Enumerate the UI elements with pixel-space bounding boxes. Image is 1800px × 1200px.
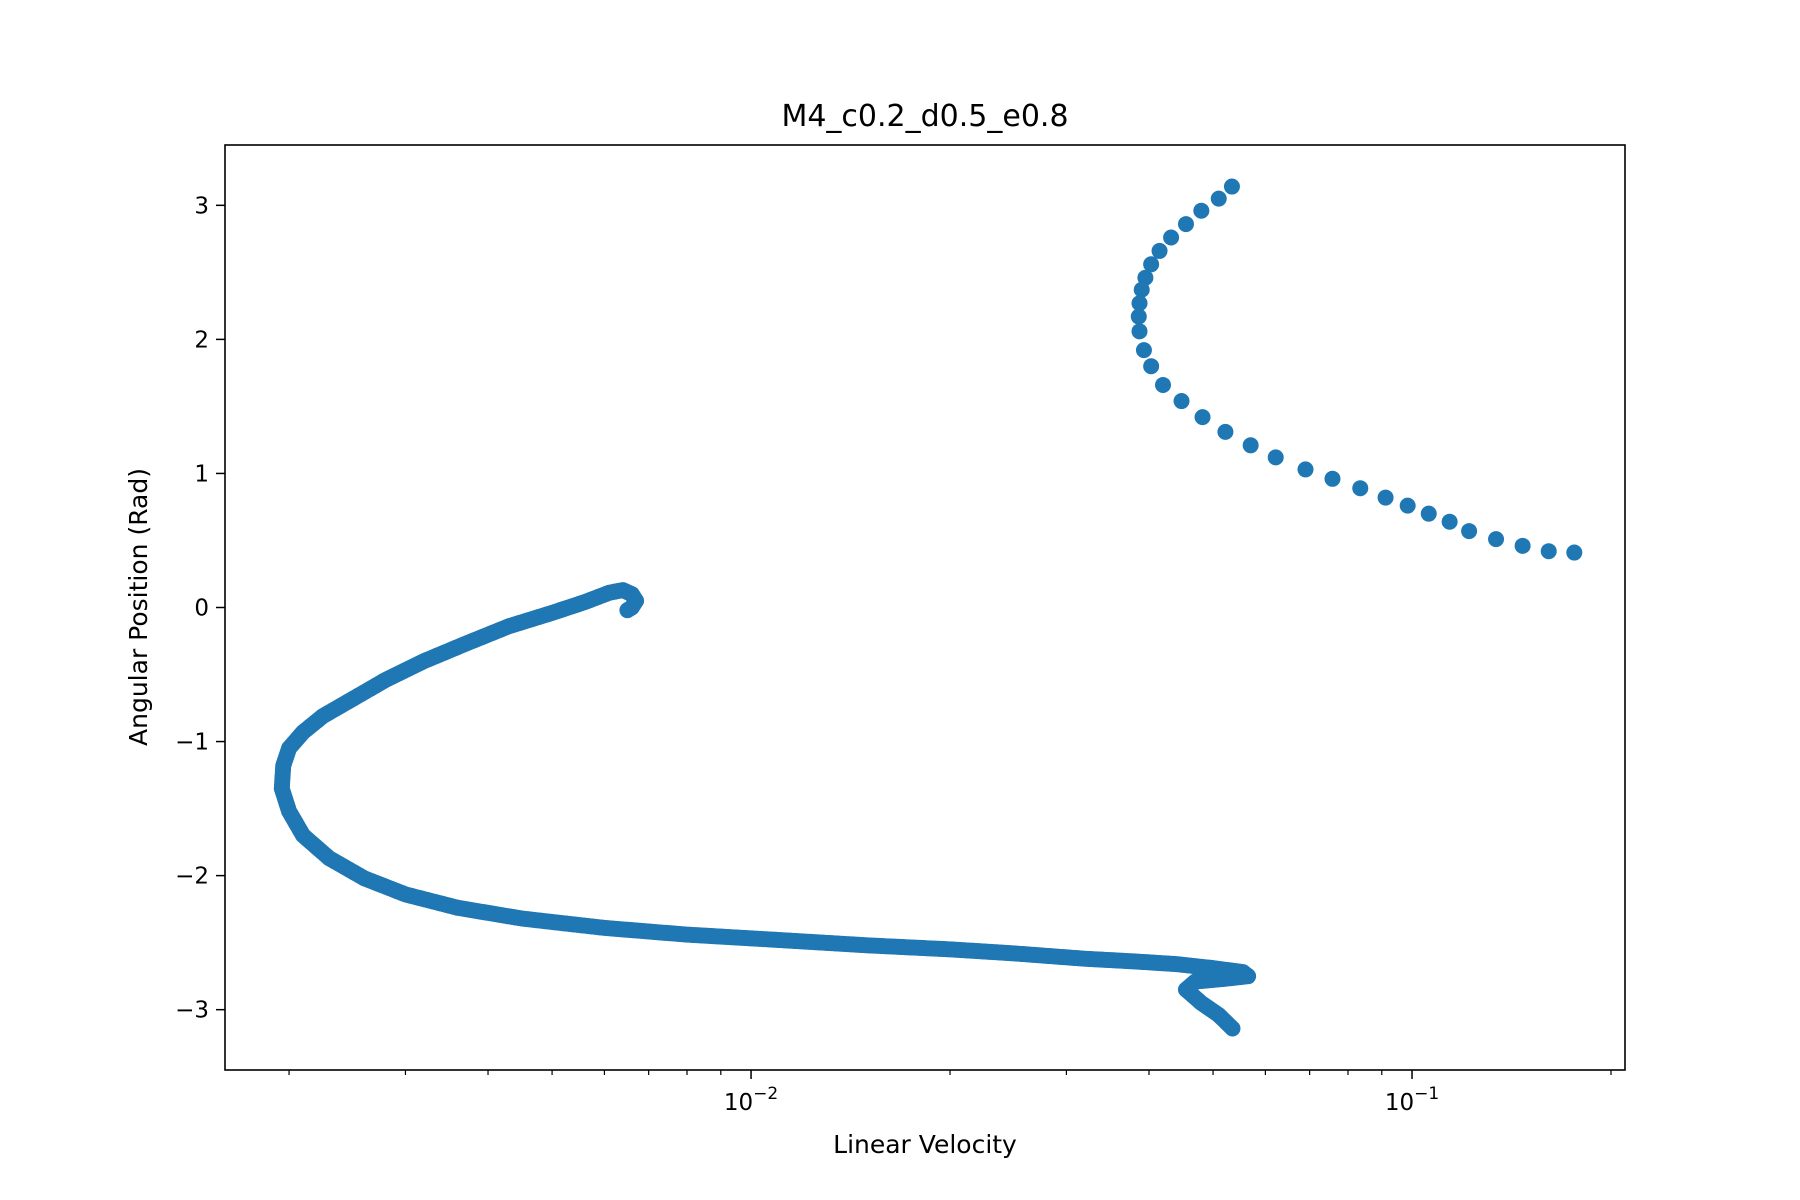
data-point — [1461, 523, 1478, 540]
data-point — [1223, 178, 1240, 195]
data-point — [1324, 470, 1341, 487]
data-point — [1267, 449, 1284, 466]
y-tick-label: −3 — [175, 998, 209, 1024]
x-tick-label: 10−2 — [724, 1084, 778, 1116]
data-point — [1566, 544, 1583, 561]
data-point — [1155, 376, 1171, 393]
data-point — [1540, 543, 1557, 560]
y-tick-label: 2 — [194, 327, 209, 353]
data-point — [1143, 358, 1160, 375]
y-tick-label: −2 — [175, 864, 209, 890]
y-tick-label: 1 — [194, 461, 209, 487]
data-point — [1177, 216, 1194, 233]
data-point — [1143, 256, 1160, 273]
data-point — [619, 602, 636, 619]
data-point — [1194, 409, 1211, 426]
data-point — [1514, 537, 1531, 554]
data-point — [1420, 505, 1437, 522]
x-axis-label: Linear Velocity — [833, 1130, 1017, 1159]
data-point — [1135, 342, 1152, 359]
data-point — [1173, 393, 1190, 410]
data-point — [1131, 323, 1148, 340]
data-point — [1217, 423, 1234, 440]
data-point — [1242, 437, 1259, 454]
data-point — [1137, 269, 1154, 286]
chart-title: M4_c0.2_d0.5_e0.8 — [781, 99, 1068, 134]
data-point — [1193, 202, 1210, 219]
data-point — [1163, 229, 1180, 246]
data-point — [1133, 281, 1150, 298]
data-point — [1441, 513, 1458, 530]
data-point — [1131, 295, 1148, 312]
y-tick-label: −1 — [175, 730, 209, 756]
plot-area-frame — [224, 144, 1626, 1071]
data-point — [1399, 497, 1416, 514]
data-point — [1488, 531, 1505, 548]
data-point — [1377, 489, 1394, 506]
data-points — [273, 178, 1583, 1037]
data-point — [1352, 480, 1369, 497]
data-point — [1151, 242, 1168, 259]
data-point — [1130, 308, 1147, 325]
y-tick-label: 3 — [194, 193, 209, 219]
y-axis-label: Angular Position (Rad) — [124, 468, 153, 746]
x-axis-ticks: 10−2 10−1 — [288, 1070, 1612, 1116]
data-point — [1210, 190, 1227, 207]
x-tick-label: 10−1 — [1385, 1084, 1439, 1116]
y-tick-label: 0 — [194, 596, 209, 622]
data-point — [1297, 461, 1314, 478]
y-axis-ticks: −3 −2 −1 0 1 2 3 — [175, 193, 225, 1024]
